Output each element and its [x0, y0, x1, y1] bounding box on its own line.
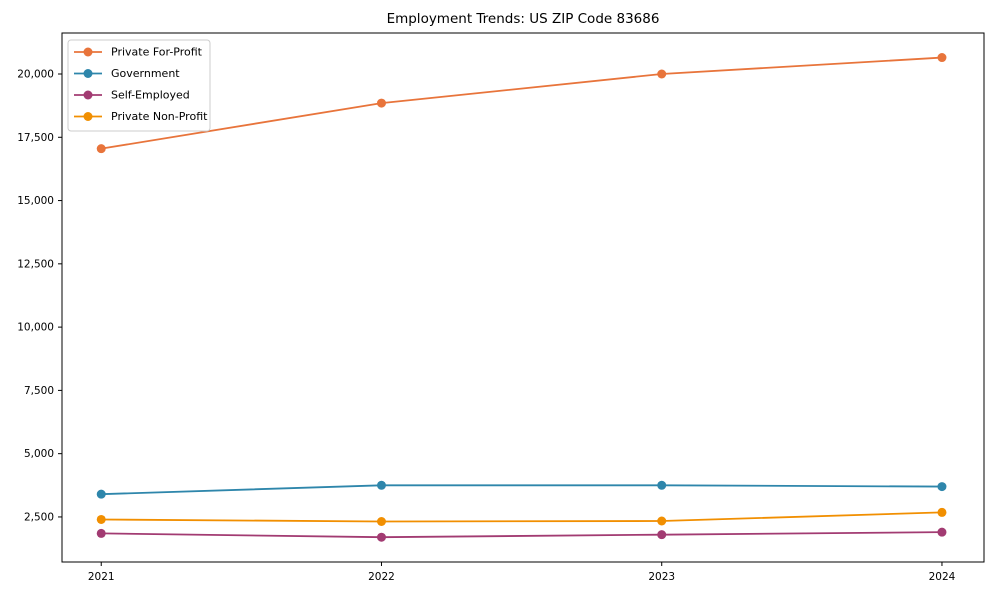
y-tick-label: 12,500 [17, 258, 54, 270]
y-tick-label: 5,000 [24, 448, 54, 460]
data-point-self-employed [657, 530, 667, 540]
legend-label-private-non-profit: Private Non-Profit [111, 110, 208, 123]
legend-marker [83, 90, 93, 100]
data-point-government [96, 489, 106, 499]
series-layer [96, 53, 947, 542]
y-tick-label: 2,500 [24, 511, 54, 523]
data-point-self-employed [937, 527, 947, 537]
axes-spines [61, 32, 985, 563]
data-point-private-non-profit [96, 514, 106, 524]
data-point-self-employed [376, 532, 386, 542]
legend-marker [83, 47, 93, 57]
data-point-private-for-profit [657, 69, 667, 79]
data-point-private-non-profit [376, 517, 386, 527]
data-point-government [376, 480, 386, 490]
data-point-private-non-profit [657, 516, 667, 526]
x-tick-label: 2023 [648, 571, 675, 583]
data-point-self-employed [96, 528, 106, 538]
axes: 2,500 5,000 7,500 10,000 12,500 15,000 17,500 2… [17, 32, 985, 583]
x-tick-label: 2021 [88, 571, 115, 583]
y-tick-label: 10,000 [17, 322, 54, 334]
legend: Private For-Profit Government Self-Employe… [67, 39, 211, 132]
series-line-government [101, 484, 942, 496]
legend-label-private-for-profit: Private For-Profit [111, 46, 203, 59]
legend-marker [83, 112, 93, 121]
data-point-private-for-profit [937, 53, 947, 63]
data-point-government [937, 482, 947, 492]
legend-label-government: Government [111, 67, 180, 80]
y-tick-label: 20,000 [17, 69, 54, 81]
x-tick-label: 2022 [368, 571, 395, 583]
chart-title: Employment Trends: US ZIP Code 83686 [387, 11, 660, 27]
data-point-private-non-profit [937, 507, 947, 517]
series-line-private-non-profit [101, 511, 942, 523]
data-point-private-for-profit [96, 144, 106, 154]
y-tick-label: 7,500 [24, 385, 54, 397]
data-point-private-for-profit [376, 98, 386, 108]
data-point-government [657, 480, 667, 490]
series-line-self-employed [101, 531, 942, 539]
y-tick-label: 17,500 [17, 132, 54, 144]
y-tick-label: 15,000 [17, 195, 54, 207]
series-line-private-for-profit [101, 56, 943, 150]
legend-marker [83, 69, 93, 78]
legend-label-self-employed: Self-Employed [111, 89, 190, 102]
x-tick-label: 2024 [929, 571, 956, 583]
legend-box [67, 39, 211, 132]
